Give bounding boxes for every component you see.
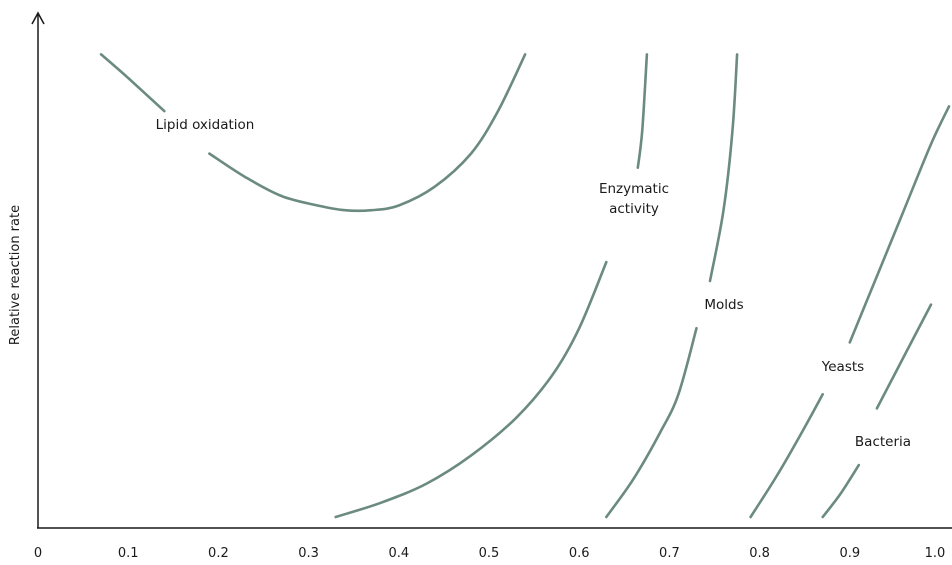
enzymatic-activity-label: activity xyxy=(609,201,659,217)
yeasts-curve-segment xyxy=(848,105,951,344)
enzymatic-activity-curve-segment xyxy=(636,53,649,169)
x-tick-label: 0.3 xyxy=(298,546,319,561)
x-tick-label: 0.7 xyxy=(659,546,680,561)
x-tick-labels: 0 0.1 0.2 0.3 0.4 0.5 0.6 0.7 0.8 0.9 1.0 xyxy=(34,546,945,561)
x-tick-label: 0 xyxy=(34,546,42,561)
x-tick-label: 0.2 xyxy=(208,546,229,561)
yeasts-curve-segment xyxy=(749,393,824,519)
lipid-oxidation-curve-segment xyxy=(208,53,527,213)
x-tick-label: 0.8 xyxy=(749,546,770,561)
x-tick-label: 1.0 xyxy=(925,546,946,561)
x-tick-label: 0.4 xyxy=(388,546,409,561)
enzymatic-activity-curve-segment xyxy=(334,260,608,519)
enzymatic-activity-label: Enzymatic xyxy=(599,181,669,197)
molds-curve-segment xyxy=(708,53,739,283)
y-axis-arrowhead xyxy=(31,11,45,25)
y-axis-label: Relative reaction rate xyxy=(8,205,23,345)
curves xyxy=(99,53,951,519)
x-tick-label: 0.9 xyxy=(839,546,860,561)
bacteria-curve-segment xyxy=(875,303,933,410)
molds-curve-segment xyxy=(605,326,698,519)
bacteria-curve-segment xyxy=(821,463,861,519)
x-tick-label: 0.1 xyxy=(118,546,139,561)
x-tick-label: 0.6 xyxy=(569,546,590,561)
curve-labels: Lipid oxidation Enzymatic activity Molds Yea… xyxy=(156,117,911,450)
lipid-oxidation-curve-segment xyxy=(99,53,166,113)
x-tick-label: 0.5 xyxy=(479,546,500,561)
yeasts-label: Yeasts xyxy=(821,359,864,375)
lipid-oxidation-label: Lipid oxidation xyxy=(156,117,255,133)
bacteria-label: Bacteria xyxy=(855,434,911,450)
molds-label: Molds xyxy=(704,297,743,313)
axes xyxy=(31,11,952,529)
